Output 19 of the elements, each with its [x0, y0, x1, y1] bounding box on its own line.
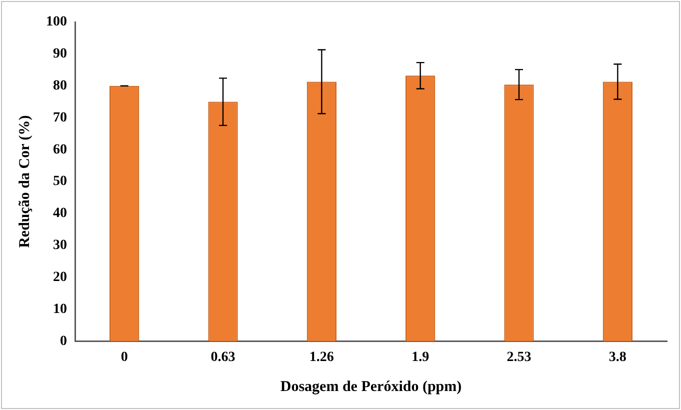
y-tick-label: 10 [53, 302, 67, 317]
x-tick-label: 1.9 [412, 350, 430, 366]
y-tick-label: 30 [53, 238, 67, 254]
y-tick-label: 20 [53, 270, 67, 285]
y-tick-label: 90 [53, 46, 67, 62]
y-tick-label: 70 [53, 110, 67, 126]
x-tick-label: 0 [120, 350, 128, 366]
x-tick-label: 2.53 [506, 350, 532, 366]
y-tick-label: 40 [53, 206, 67, 222]
x-tick-label: 3.8 [608, 350, 626, 366]
y-tick-label: 60 [53, 142, 67, 158]
y-tick-label: 100 [46, 14, 67, 30]
y-tick-label: 80 [53, 78, 67, 94]
y-tick-label: 0 [60, 334, 67, 349]
y-tick-label: 50 [53, 174, 67, 190]
x-axis-title: Dosagem de Peróxido (ppm) [280, 378, 462, 395]
x-tick-label: 0.63 [210, 350, 236, 366]
x-tick-label: 1.26 [309, 350, 334, 366]
y-axis-title: Redução da Cor (%) [16, 115, 33, 248]
